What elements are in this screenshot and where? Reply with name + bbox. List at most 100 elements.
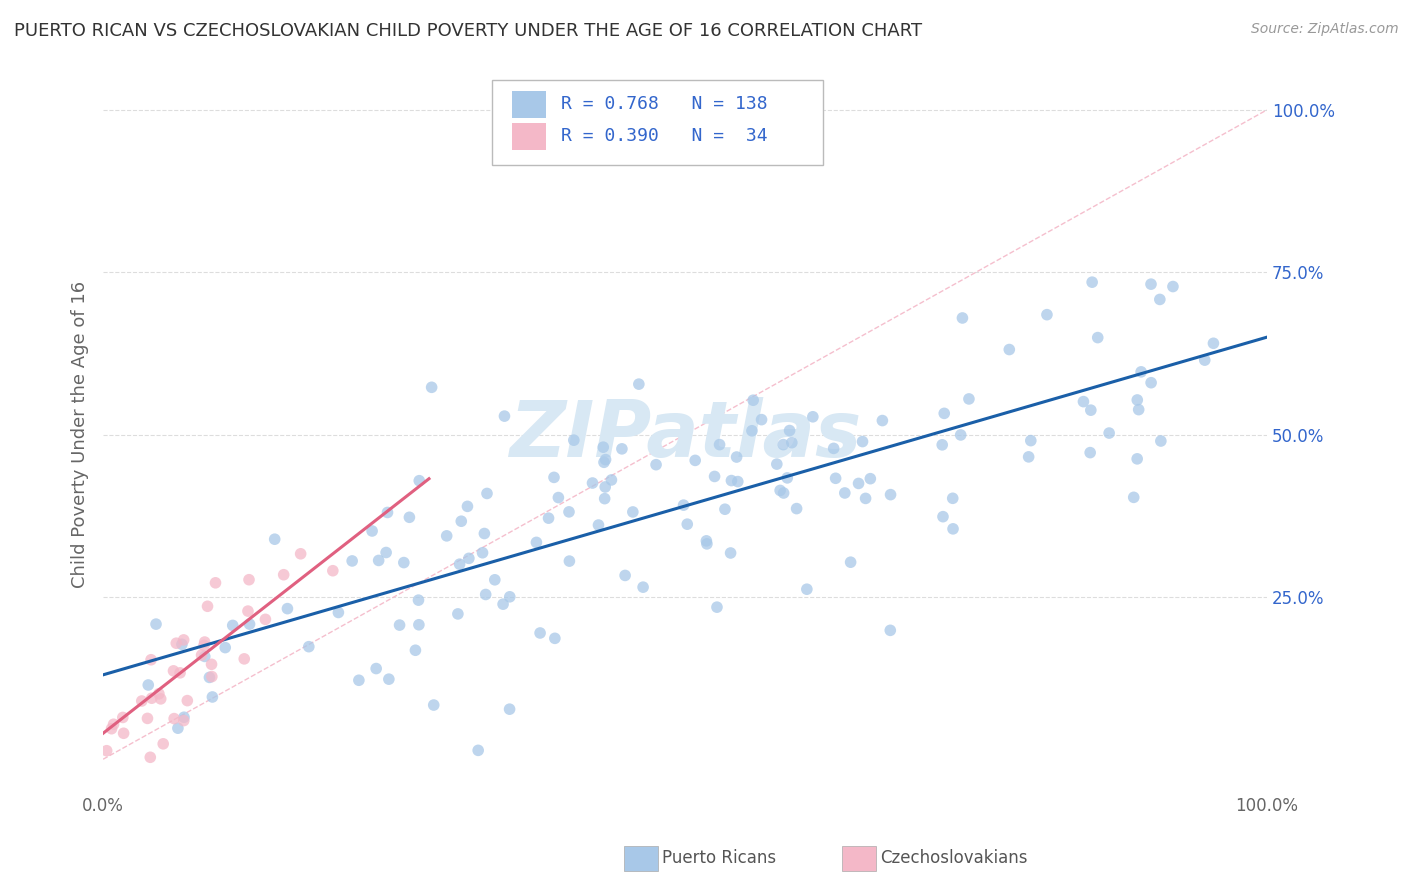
Point <box>1126 451 1149 466</box>
Point <box>949 428 972 442</box>
Point <box>194 649 217 664</box>
Point <box>408 474 430 488</box>
Point <box>839 555 862 569</box>
Point <box>592 440 614 454</box>
Point <box>631 580 654 594</box>
Point <box>193 638 215 652</box>
Point <box>872 413 894 427</box>
Point <box>398 510 420 524</box>
Point <box>932 509 955 524</box>
Point <box>720 546 742 560</box>
Point <box>222 618 245 632</box>
Point <box>725 450 748 464</box>
Point <box>375 545 398 559</box>
Point <box>136 678 159 692</box>
Point <box>1019 434 1042 448</box>
Point <box>1202 336 1225 351</box>
Point <box>879 624 901 638</box>
Point <box>1122 491 1144 505</box>
Point <box>766 457 789 471</box>
Point <box>201 670 224 684</box>
Point <box>696 537 718 551</box>
Point <box>593 480 616 494</box>
Point <box>772 486 794 500</box>
Point <box>176 693 198 707</box>
Point <box>1140 277 1163 292</box>
Point <box>1098 425 1121 440</box>
Point <box>942 491 965 506</box>
Point <box>848 476 870 491</box>
Point <box>340 554 363 568</box>
Point <box>457 551 479 566</box>
Point <box>420 380 443 394</box>
Point <box>610 442 633 456</box>
Point <box>695 533 717 548</box>
Point <box>1194 353 1216 368</box>
Point <box>347 673 370 688</box>
Point <box>1081 275 1104 289</box>
Point <box>600 473 623 487</box>
Point <box>273 567 295 582</box>
Point <box>1018 450 1040 464</box>
Point <box>149 691 172 706</box>
Point <box>957 392 980 406</box>
Point <box>111 710 134 724</box>
Point <box>276 601 298 615</box>
Point <box>558 505 581 519</box>
Point <box>544 632 567 646</box>
Point <box>233 652 256 666</box>
Text: Puerto Ricans: Puerto Ricans <box>662 849 776 867</box>
Point <box>139 653 162 667</box>
Point <box>1161 279 1184 293</box>
Point <box>769 483 792 498</box>
Text: R = 0.768   N = 138: R = 0.768 N = 138 <box>561 95 768 113</box>
Point <box>558 554 581 568</box>
Point <box>1087 330 1109 344</box>
Y-axis label: Child Poverty Under the Age of 16: Child Poverty Under the Age of 16 <box>72 281 89 588</box>
Point <box>1149 293 1171 307</box>
Point <box>562 433 585 447</box>
Point <box>152 737 174 751</box>
Point <box>474 587 496 601</box>
Text: Czechoslovakians: Czechoslovakians <box>880 849 1028 867</box>
Point <box>1128 402 1150 417</box>
Point <box>703 469 725 483</box>
Point <box>436 529 458 543</box>
Point <box>404 643 426 657</box>
Point <box>392 556 415 570</box>
Point <box>328 606 350 620</box>
Point <box>998 343 1021 357</box>
Point <box>823 442 845 456</box>
Point <box>1126 392 1149 407</box>
Point <box>236 604 259 618</box>
Point <box>136 711 159 725</box>
Point <box>529 626 551 640</box>
Point <box>200 657 222 672</box>
Point <box>645 458 668 472</box>
Point <box>714 502 737 516</box>
Point <box>366 661 388 675</box>
Point <box>547 491 569 505</box>
Point <box>388 618 411 632</box>
Point <box>727 475 749 489</box>
Point <box>141 691 163 706</box>
Point <box>96 744 118 758</box>
Point <box>361 524 384 538</box>
Point <box>422 698 444 712</box>
Point <box>720 474 742 488</box>
Point <box>139 750 162 764</box>
Text: ZIPatlas: ZIPatlas <box>509 397 860 473</box>
Point <box>408 617 430 632</box>
Point <box>1150 434 1173 448</box>
Point <box>742 393 765 408</box>
Point <box>1080 403 1102 417</box>
Point <box>499 590 522 604</box>
Point <box>543 470 565 484</box>
Point <box>952 310 974 325</box>
Point <box>796 582 818 597</box>
Point <box>450 514 472 528</box>
Point <box>131 694 153 708</box>
Point <box>198 670 221 684</box>
Point <box>772 437 794 451</box>
Point <box>801 409 824 424</box>
